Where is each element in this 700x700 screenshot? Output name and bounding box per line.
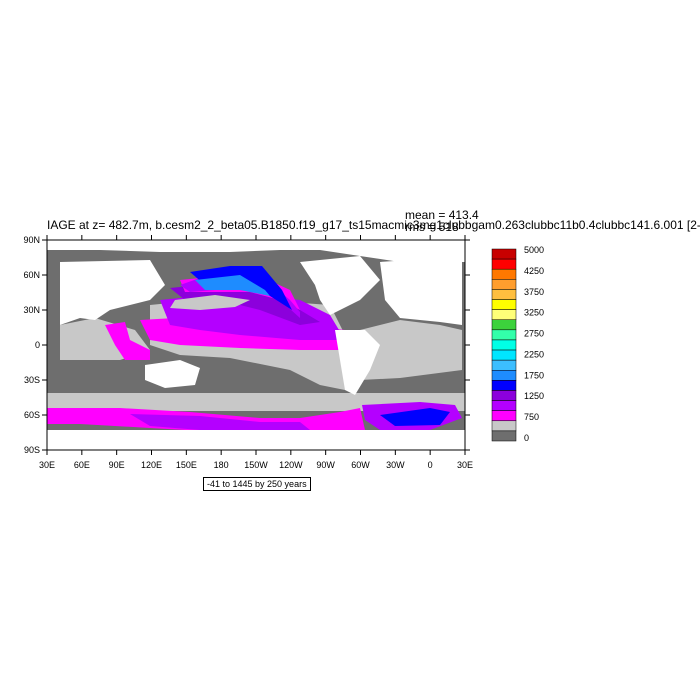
pacific-grey-tongue: [170, 295, 250, 310]
eurasia: [60, 260, 165, 325]
colorbar-label: 5000: [524, 245, 544, 255]
weddell-blue: [380, 408, 450, 426]
colorbar-label: 750: [524, 412, 539, 422]
colorbar-swatch: [491, 339, 517, 351]
southern-violet: [130, 414, 310, 434]
north-pacific-blue: [190, 266, 292, 310]
latitude-ticks: 90N 60N 30N 0 30S 60S 90S: [23, 235, 470, 455]
north-pacific-azure: [195, 275, 270, 296]
lon-tick-label: 90W: [316, 460, 335, 470]
lon-tick-label: 120E: [141, 460, 162, 470]
north-america: [300, 256, 380, 315]
africa-europe: [380, 258, 462, 325]
arctic-land: [47, 240, 465, 262]
colorbar-swatch: [491, 319, 517, 331]
southern-light-band: [47, 393, 465, 411]
lat-tick-label: 30S: [24, 375, 40, 385]
lon-tick-label: 60W: [351, 460, 370, 470]
colorbar-swatch: [491, 279, 517, 290]
colorbar-swatch: [491, 349, 517, 361]
lon-tick-label: 90E: [109, 460, 125, 470]
colorbar-swatch: [491, 359, 517, 371]
colorbar-swatch: [491, 329, 517, 341]
lon-tick-label: 30E: [457, 460, 473, 470]
colorbar-swatch: [491, 420, 517, 432]
colorbar-label: 1250: [524, 391, 544, 401]
lon-tick-label: 120W: [279, 460, 303, 470]
colorbar-label: 4250: [524, 266, 544, 276]
colorbar-swatch: [491, 299, 517, 310]
colorbar-label: 2750: [524, 329, 544, 339]
rms-stat: rms = 518: [405, 220, 459, 234]
antarctica: [47, 430, 465, 450]
colorbar-swatch: [491, 380, 517, 391]
colorbar-swatch: [491, 258, 517, 270]
australia: [145, 360, 200, 388]
colorbar-label: 0: [524, 433, 529, 443]
lon-tick-label: 150E: [176, 460, 197, 470]
colorbar-label: 3250: [524, 308, 544, 318]
longitude-ticks: 30E 60E 90E 120E 150E 180 150W 120W 90W 60W 30W 0 30…: [39, 235, 473, 470]
atlantic-light: [360, 320, 462, 380]
lat-tick-label: 60N: [23, 270, 40, 280]
colorbar-swatch: [491, 248, 517, 260]
colorbar-swatch: [491, 268, 517, 280]
colorbar-swatch: [491, 390, 517, 401]
colorbar-swatch: [491, 309, 517, 320]
colorbar-swatch: [491, 410, 517, 422]
colorbar-label: 2250: [524, 349, 544, 359]
lon-tick-label: 60E: [74, 460, 90, 470]
contour-info-box: -41 to 1445 by 250 years: [203, 477, 311, 491]
indian-magenta: [105, 322, 150, 360]
lat-tick-label: 90N: [23, 235, 40, 245]
lon-tick-label: 0: [428, 460, 433, 470]
colorbar-swatch: [491, 370, 517, 381]
south-america: [335, 330, 380, 395]
lon-tick-label: 30E: [39, 460, 55, 470]
lat-tick-label: 60S: [24, 410, 40, 420]
lon-tick-label: 30W: [386, 460, 405, 470]
lat-tick-label: 0: [35, 340, 40, 350]
lat-tick-label: 30N: [23, 305, 40, 315]
colorbar-swatch: [491, 289, 517, 300]
colorbar-swatch: [491, 430, 517, 442]
map-field: [47, 240, 465, 450]
lon-tick-label: 150W: [244, 460, 268, 470]
colorbar: 5000 4250 3750 3250 2750 2250 1750 1250 750 0: [491, 245, 544, 443]
mean-stat: mean = 413.4: [405, 208, 479, 222]
colorbar-swatch: [491, 400, 517, 411]
lat-tick-label: 90S: [24, 445, 40, 455]
lon-tick-label: 180: [214, 460, 229, 470]
plot-title: IAGE at z= 482.7m, b.cesm2_2_beta05.B185…: [47, 218, 700, 232]
colorbar-label: 3750: [524, 287, 544, 297]
colorbar-label: 1750: [524, 370, 544, 380]
